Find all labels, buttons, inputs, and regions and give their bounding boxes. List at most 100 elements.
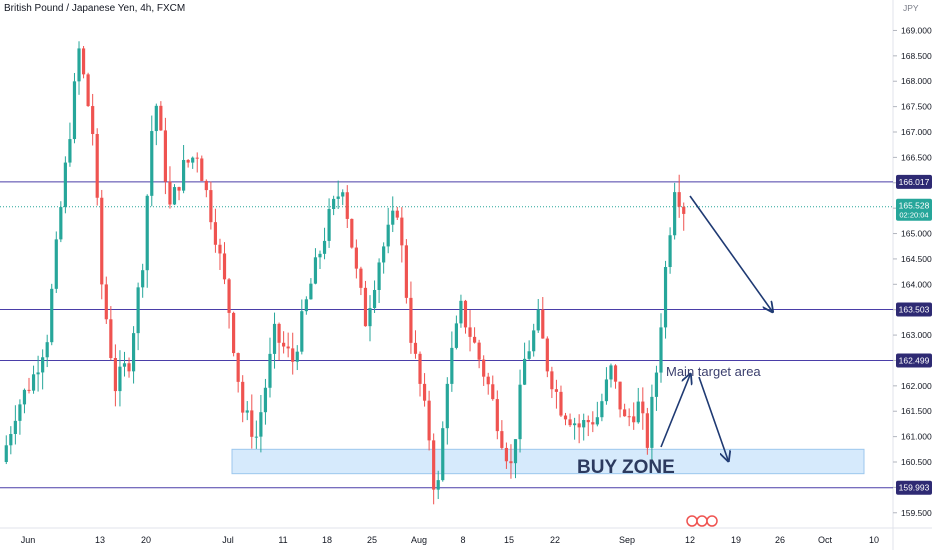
level-label: 162.499 (899, 356, 930, 366)
event-marker-icon (686, 515, 698, 527)
candle-body (659, 327, 663, 373)
candle-body (595, 417, 599, 425)
y-tick-label: 168.500 (901, 51, 932, 61)
candle-body (77, 48, 81, 82)
level-label: 163.503 (899, 305, 930, 315)
y-tick-label: 164.500 (901, 254, 932, 264)
x-tick-label: Jul (222, 535, 234, 545)
candle-body (204, 180, 208, 191)
candle-body (677, 192, 681, 207)
candle-body (395, 210, 399, 218)
x-tick-label: 8 (460, 535, 465, 545)
y-tick-label: 168.000 (901, 76, 932, 86)
candle-body (318, 253, 322, 258)
level-label: 166.017 (899, 177, 930, 187)
y-tick-label: 166.500 (901, 152, 932, 162)
level-label-bg (896, 174, 932, 189)
candle-body (136, 287, 140, 334)
candle-body (209, 190, 213, 223)
arrow-up-to-main-target (660, 375, 690, 448)
candle-body (104, 284, 108, 320)
candle-body (386, 224, 390, 247)
candle-body (518, 384, 522, 440)
candle-body (623, 409, 627, 417)
candle-body (532, 330, 536, 352)
candle-body (13, 420, 17, 435)
candle-body (368, 308, 372, 327)
candle-body (509, 461, 513, 464)
candle-body (141, 270, 145, 288)
y-tick-label: 163.000 (901, 330, 932, 340)
candle-body (272, 323, 277, 354)
x-tick-label: 25 (367, 535, 377, 545)
candle-body (27, 389, 31, 391)
candle-body (673, 192, 677, 236)
buy-zone-label: BUY ZONE (577, 457, 675, 478)
y-tick-label: 161.500 (901, 406, 932, 416)
candle-body (31, 374, 36, 391)
candle-body (254, 436, 258, 438)
x-tick-label: 19 (731, 535, 741, 545)
candle-body (545, 338, 549, 372)
candle-body (227, 279, 231, 313)
candle-body (663, 267, 668, 328)
candle-body (459, 300, 463, 324)
main-target-label: Main target area (666, 364, 761, 379)
candle-body (613, 365, 618, 382)
level-label-bg (896, 480, 932, 495)
x-tick-label: Oct (818, 535, 833, 545)
candle-body (263, 387, 268, 413)
candle-body (418, 353, 422, 384)
candle-body (282, 342, 286, 347)
candle-body (45, 342, 49, 358)
event-marker-icon (696, 515, 708, 527)
candle-body (68, 139, 72, 163)
candle-body (573, 423, 577, 426)
candle-body (500, 431, 504, 448)
arrow-down-to-target (689, 195, 772, 311)
candle-body (482, 359, 486, 377)
candle-body (372, 289, 377, 309)
x-tick-label: 10 (869, 535, 879, 545)
candle-body (304, 299, 308, 312)
candle-body (313, 257, 318, 284)
candle-body (654, 372, 659, 397)
candle-body (450, 347, 454, 384)
candle-body (54, 239, 58, 289)
candle-body (609, 365, 613, 380)
candle-body (63, 162, 67, 208)
candle-body (81, 48, 86, 75)
candle-body (159, 105, 163, 131)
candle-body (259, 412, 263, 437)
candle-body (586, 419, 590, 423)
candle-body (91, 106, 95, 135)
candle-body (59, 207, 63, 240)
candle-body (618, 381, 622, 410)
candle-body (409, 297, 413, 343)
x-tick-label: Aug (411, 535, 427, 545)
candle-body (436, 480, 440, 490)
y-tick-label: 167.500 (901, 102, 932, 112)
candle-body (177, 187, 181, 191)
candle-body (472, 336, 477, 343)
candle-body (163, 130, 167, 182)
candle-body (291, 348, 295, 362)
symbol-title: British Pound / Japanese Yen, 4h, FXCM (4, 3, 186, 14)
candle-body (295, 351, 299, 362)
y-tick-label: 162.000 (901, 381, 932, 391)
candle-body (300, 311, 304, 352)
candle-body (350, 218, 354, 248)
x-tick-label: 13 (95, 535, 105, 545)
candle-body (222, 253, 227, 280)
candle-body (113, 358, 117, 392)
currency-label: JPY (903, 3, 919, 13)
candle-body (213, 222, 218, 245)
candle-body (18, 404, 22, 421)
candle-body (636, 401, 640, 423)
candle-body (477, 342, 481, 360)
x-tick-label: 22 (550, 535, 560, 545)
arrow-down-to-buy-zone (698, 376, 728, 460)
candle-body (568, 419, 572, 426)
